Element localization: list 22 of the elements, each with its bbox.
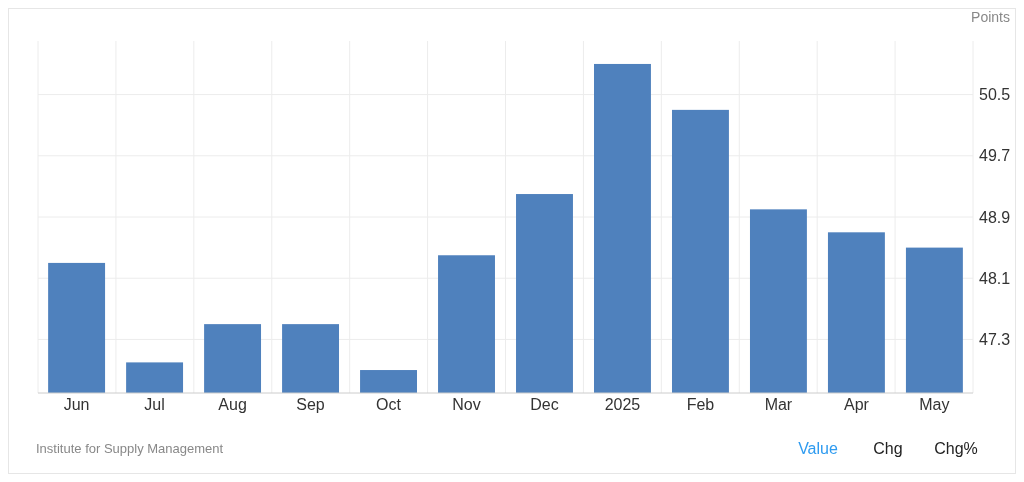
y-tick-label: 48.1	[979, 269, 1011, 287]
x-tick-label: Feb	[686, 396, 715, 413]
x-tick-label: Aug	[218, 396, 247, 413]
x-tick-label: Oct	[376, 396, 402, 413]
x-tick-label: Apr	[843, 396, 870, 413]
y-axis-title: Points	[971, 9, 1010, 25]
x-tick-label: Sep	[296, 396, 325, 413]
x-tick-label: May	[919, 396, 950, 413]
text: Value	[798, 440, 838, 457]
y-tick-label: 49.7	[979, 147, 1011, 165]
y-tick-label: 48.9	[979, 208, 1011, 226]
x-tick-label: Nov	[452, 396, 481, 413]
x-tick-label: Mar	[764, 396, 793, 413]
x-tick-label: Dec	[530, 396, 559, 413]
x-tick-label: Jul	[144, 396, 165, 413]
text: Institute for Supply Management	[36, 441, 224, 456]
y-tick-label: 50.5	[979, 86, 1011, 104]
x-tick-label: 2025	[604, 396, 641, 413]
x-tick-label: Jun	[63, 396, 90, 413]
y-tick-label: 47.3	[979, 331, 1011, 349]
text: Chg	[873, 440, 903, 457]
text: Chg%	[934, 440, 978, 457]
